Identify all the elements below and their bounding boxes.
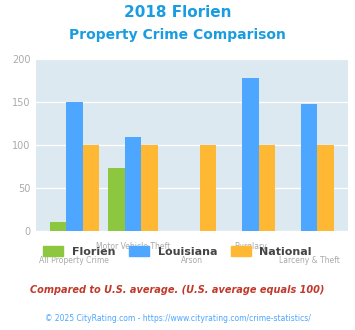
Text: Property Crime Comparison: Property Crime Comparison	[69, 28, 286, 42]
Bar	[66, 102, 83, 231]
Bar	[301, 104, 317, 231]
Text: Burglary: Burglary	[234, 242, 267, 251]
Bar	[200, 145, 216, 231]
Text: Arson: Arson	[181, 256, 203, 265]
Bar	[242, 78, 258, 231]
Text: 2018 Florien: 2018 Florien	[124, 5, 231, 20]
Text: Motor Vehicle Theft: Motor Vehicle Theft	[96, 242, 170, 251]
Bar	[141, 145, 158, 231]
Bar	[258, 145, 275, 231]
Text: Larceny & Theft: Larceny & Theft	[279, 256, 339, 265]
Text: Compared to U.S. average. (U.S. average equals 100): Compared to U.S. average. (U.S. average …	[30, 285, 325, 295]
Bar	[83, 145, 99, 231]
Bar	[317, 145, 334, 231]
Bar	[108, 168, 125, 231]
Bar	[50, 222, 66, 231]
Text: All Property Crime: All Property Crime	[39, 256, 109, 265]
Text: © 2025 CityRating.com - https://www.cityrating.com/crime-statistics/: © 2025 CityRating.com - https://www.city…	[45, 314, 310, 323]
Legend: Florien, Louisiana, National: Florien, Louisiana, National	[39, 242, 316, 261]
Bar	[125, 138, 141, 231]
